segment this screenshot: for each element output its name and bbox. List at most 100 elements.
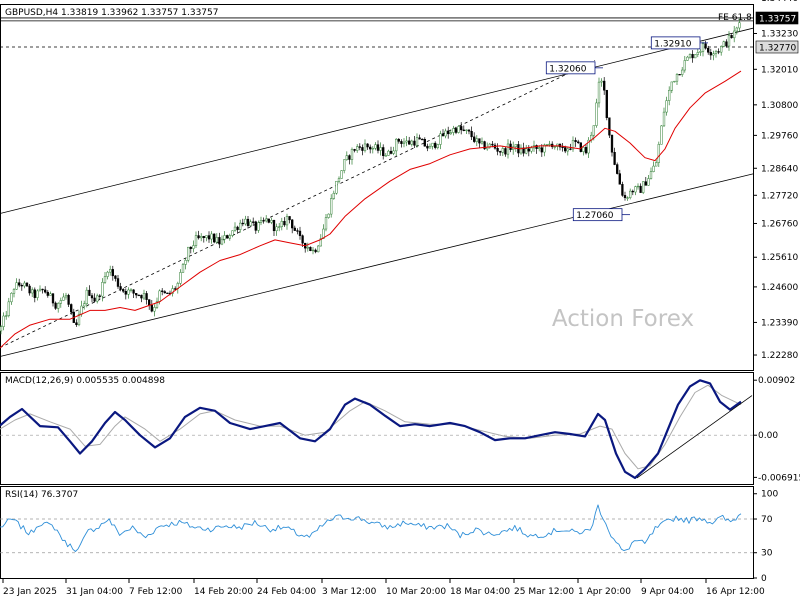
candle-body — [670, 81, 673, 91]
candle-body — [223, 235, 226, 240]
candle-body — [423, 139, 426, 147]
candle-body — [106, 271, 109, 277]
price-tag-box — [755, 11, 799, 25]
candle-body — [655, 162, 658, 167]
candle-body — [387, 150, 390, 156]
candle-body — [603, 80, 606, 91]
candle-body — [20, 285, 23, 287]
candle-body — [75, 322, 78, 326]
candle-body — [444, 130, 447, 137]
candle-body — [382, 147, 385, 156]
candle-body — [577, 141, 580, 143]
candle-body — [246, 218, 250, 226]
candle-body — [64, 294, 68, 298]
candle-body — [634, 186, 637, 193]
time-tick-label: 1 Apr 20:00 — [578, 587, 631, 597]
candle-body — [122, 289, 125, 292]
candle-body — [691, 54, 694, 59]
candle-body — [116, 278, 120, 287]
price-pane-title: GBPUSD,H4 1.33819 1.33962 1.33757 1.3375… — [5, 8, 218, 18]
candle-body — [509, 143, 512, 150]
time-axis: 23 Jan 2025 31 Jan 04:00 7 Feb 12:00 14 Feb… — [2, 579, 765, 597]
time-tick-label: 10 Mar 20:00 — [386, 587, 446, 597]
candle-body — [662, 111, 666, 127]
candle-body — [187, 246, 190, 261]
candle-body — [148, 299, 151, 306]
candle-body — [280, 221, 283, 228]
candle-body — [608, 117, 611, 136]
candle-body — [233, 226, 237, 232]
candle-body — [57, 303, 60, 309]
price-annotation-label: 1.32910 — [654, 39, 691, 49]
candle-body — [301, 235, 304, 244]
candle-body — [712, 53, 715, 56]
candle-body — [730, 35, 733, 39]
candle-body — [46, 291, 49, 296]
candle-body — [257, 222, 260, 231]
candle-body — [519, 147, 523, 154]
candle-body — [686, 56, 689, 61]
candle-body — [483, 141, 486, 150]
price-tag-label: 1.33757 — [759, 15, 796, 25]
candle-body — [504, 148, 507, 155]
price-annotation-label: 1.27060 — [576, 211, 613, 221]
candle-body — [475, 138, 478, 142]
candle-body — [366, 143, 369, 148]
candle-body — [548, 143, 551, 146]
candle-body — [10, 292, 13, 303]
candle-body — [2, 315, 5, 327]
macd-signal-line — [0, 384, 742, 470]
candle-body — [25, 282, 29, 287]
candle-body — [228, 235, 231, 239]
candle-body — [259, 220, 263, 223]
candle-body — [254, 221, 257, 231]
candle-body — [194, 235, 198, 246]
candle-body — [668, 90, 671, 101]
candle-body — [163, 291, 166, 294]
candle-body — [678, 73, 681, 76]
candle-body — [405, 140, 408, 143]
candle-body — [296, 230, 299, 232]
candle-body — [93, 297, 96, 302]
ma-series — [0, 70, 742, 349]
candle-body — [571, 140, 575, 150]
candle-body — [371, 147, 374, 150]
candle-body — [356, 146, 359, 151]
price-tick-label: 1.26760 — [761, 219, 798, 229]
candle-body — [265, 218, 268, 222]
candle-body — [226, 235, 229, 239]
candle-body — [530, 147, 533, 152]
rsi-axis: 100 70 30 0 — [753, 490, 778, 584]
candle-body — [330, 198, 333, 215]
price-tick-label: 1.33230 — [761, 29, 798, 39]
candle-body — [322, 228, 325, 239]
time-tick-label: 16 Apr 12:00 — [706, 587, 765, 597]
candle-body — [140, 294, 143, 299]
candle-body — [174, 288, 177, 290]
time-tick-label: 14 Feb 20:00 — [194, 587, 253, 597]
candle-body — [473, 136, 476, 142]
time-tick-label: 7 Feb 12:00 — [129, 587, 183, 597]
channel-lines — [0, 27, 754, 357]
candle-body — [343, 159, 346, 171]
candle-body — [137, 294, 140, 297]
candle-body — [402, 141, 406, 144]
rsi-pane-title: RSI(14) 76.3707 — [5, 490, 78, 500]
candle-body — [421, 138, 424, 141]
candle-body — [244, 218, 247, 225]
price-tick-label: 1.22280 — [761, 351, 798, 361]
candle-body — [88, 289, 91, 296]
macd-main-line — [0, 379, 742, 479]
candle-body — [236, 226, 239, 230]
price-tick-label: 1.32010 — [761, 65, 798, 75]
macd-trend-line — [636, 395, 753, 479]
time-tick-label: 31 Jan 04:00 — [66, 587, 123, 597]
candle-body — [114, 275, 117, 279]
candle-body — [408, 140, 411, 145]
rsi-tick-label: 100 — [761, 490, 778, 500]
candle-body — [465, 129, 468, 131]
candle-body — [44, 289, 47, 293]
macd-series — [0, 379, 753, 479]
candle-body — [189, 246, 192, 249]
candle-body — [733, 30, 736, 39]
